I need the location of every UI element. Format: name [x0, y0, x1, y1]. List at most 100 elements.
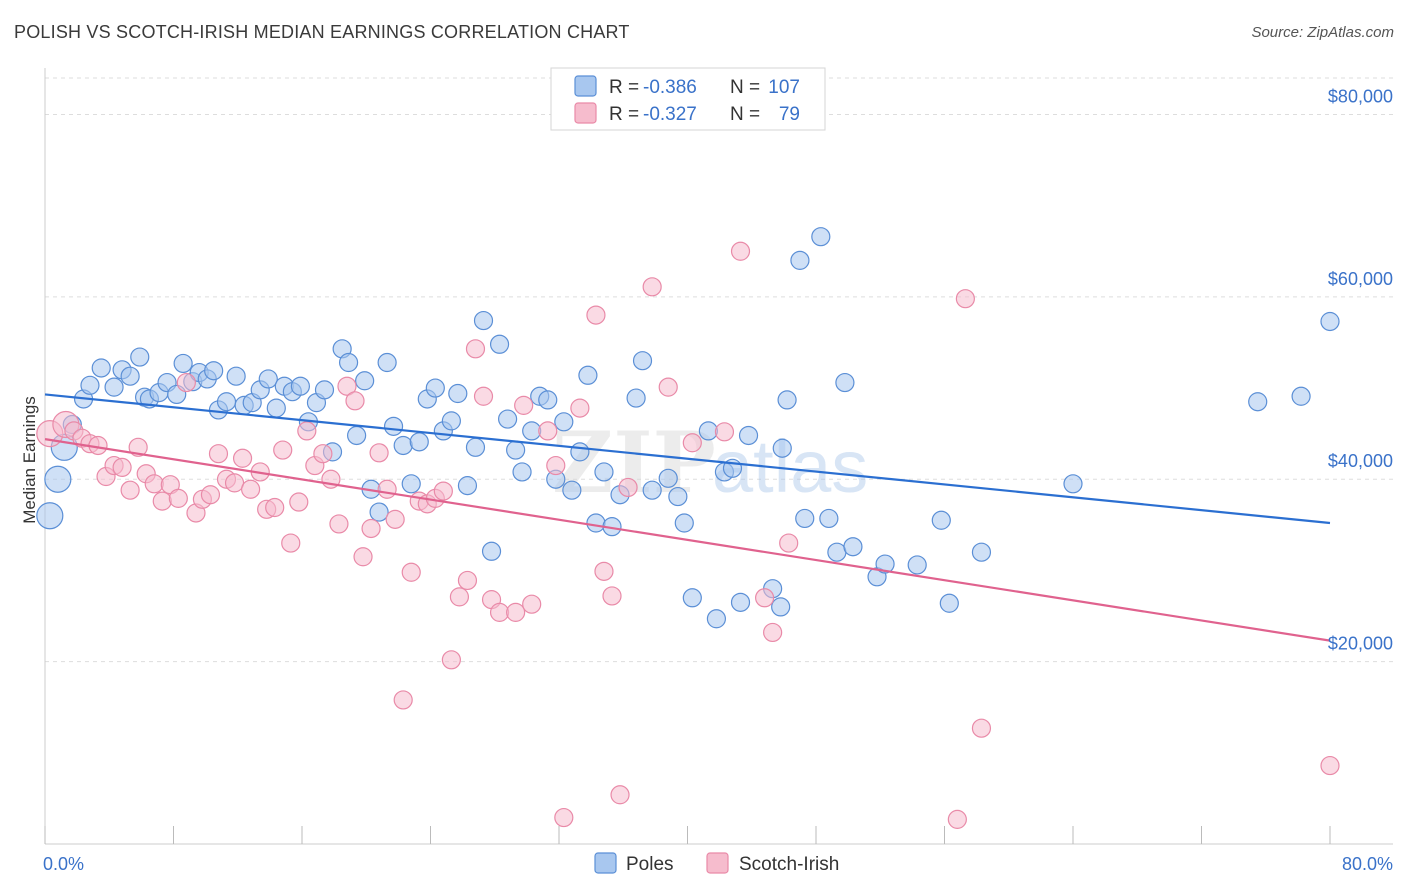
scotch-irish-point-57 [514, 395, 534, 415]
poles-point-91 [811, 227, 831, 247]
scotch-irish-point-59 [538, 421, 558, 441]
poles-point-94 [835, 372, 855, 393]
poles-point-37 [338, 352, 359, 373]
poles-point-42 [377, 352, 397, 373]
poles-point-77 [674, 513, 694, 533]
stats-legend: R = -0.386 N = 107 R = -0.327 N = 79 [550, 67, 826, 131]
chart-title: POLISH VS SCOTCH-IRISH MEDIAN EARNINGS C… [14, 22, 630, 42]
y-tick-label-0: $20,000 [1328, 634, 1393, 654]
poles-point-86 [771, 597, 791, 617]
scotch-irish-point-40 [369, 443, 389, 463]
poles-point-39 [355, 371, 375, 391]
scotch-irish-point-8 [112, 457, 132, 477]
legend-swatch-poles [574, 75, 597, 97]
scotch-irish-point-36 [337, 376, 357, 396]
poles-point-5 [80, 375, 100, 395]
scotch-irish-point-27 [265, 497, 285, 518]
poles-point-98 [907, 555, 927, 575]
legend-poles-n-value: 107 [768, 77, 800, 98]
poles-point-60 [522, 421, 542, 441]
y-axis-label: Median Earnings [20, 396, 39, 524]
scotch-irish-point-30 [289, 492, 309, 512]
series-scotch-irish-points [36, 241, 1340, 829]
poles-point-20 [204, 361, 224, 381]
poles-point-45 [401, 474, 421, 494]
poles-point-28 [266, 398, 286, 418]
poles-point-38 [347, 425, 367, 446]
scotch-irish-point-79 [1320, 755, 1340, 776]
poles-point-105 [1320, 311, 1340, 332]
poles-point-87 [772, 438, 792, 458]
scotch-irish-point-16 [176, 372, 196, 393]
poles-point-44 [393, 435, 413, 456]
scotch-irish-point-70 [682, 433, 702, 453]
scotch-irish-point-67 [618, 477, 638, 498]
scotch-irish-trend-line [44, 438, 1331, 642]
scotch-irish-point-29 [281, 533, 301, 553]
poles-point-65 [562, 480, 582, 500]
bottom-legend-poles: Poles [626, 854, 674, 875]
poles-point-100 [939, 593, 959, 613]
scotch-irish-point-10 [128, 437, 148, 457]
scotch-irish-point-55 [489, 602, 510, 622]
poles-point-1 [44, 465, 72, 493]
poles-point-75 [658, 468, 678, 488]
scotch-irish-point-68 [642, 277, 662, 297]
watermark: ZIP atlas [552, 413, 868, 512]
scotch-irish-point-75 [779, 533, 799, 553]
series-poles-points [36, 227, 1340, 629]
poles-point-41 [369, 502, 389, 522]
poles-point-57 [498, 409, 518, 429]
poles-point-79 [698, 421, 718, 441]
poles-point-0 [36, 502, 64, 530]
grid-lines [45, 77, 1393, 663]
poles-point-103 [1248, 392, 1268, 412]
poles-point-89 [790, 250, 810, 270]
scotch-irish-point-66 [610, 785, 630, 805]
scotch-irish-point-56 [506, 602, 526, 622]
scotch-irish-point-51 [457, 570, 478, 591]
scotch-irish-point-49 [441, 650, 461, 670]
bottom-legend-swatch-poles [594, 852, 617, 874]
scotch-irish-point-9 [120, 480, 140, 500]
poles-point-16 [173, 353, 193, 374]
scotch-irish-point-15 [168, 488, 188, 508]
scotch-irish-point-13 [152, 491, 172, 511]
poles-point-9 [120, 366, 140, 386]
poles-point-83 [730, 592, 751, 612]
series-legend: Poles Scotch-Irish [594, 852, 839, 875]
scotch-irish-point-44 [401, 562, 421, 582]
scotch-irish-point-61 [554, 807, 574, 828]
scotch-irish-point-52 [465, 339, 486, 359]
legend-swatch-scotch-irish [574, 102, 597, 124]
poles-point-74 [642, 480, 662, 500]
scotch-irish-point-38 [353, 547, 373, 567]
poles-trend-line [44, 393, 1331, 525]
poles-point-92 [819, 508, 839, 529]
bottom-legend-scotch-irish: Scotch-Irish [739, 854, 839, 875]
y-tick-labels: $20,000 $40,000 $60,000 $80,000 [1328, 86, 1393, 653]
scotch-irish-point-43 [393, 690, 413, 710]
poles-point-31 [290, 376, 310, 396]
stats-legend-box [550, 67, 826, 131]
poles-point-66 [570, 442, 590, 462]
scotch-irish-point-60 [546, 455, 566, 476]
poles-point-76 [668, 486, 688, 507]
poles-point-102 [1063, 474, 1083, 494]
poles-point-62 [538, 390, 558, 410]
poles-point-90 [795, 508, 815, 529]
legend-poles-r-label: R = [609, 77, 639, 98]
poles-point-34 [314, 380, 335, 400]
scotch-irish-point-41 [377, 479, 397, 499]
scotch-irish-point-20 [208, 444, 229, 464]
legend-poles-n-label: N = [730, 77, 760, 98]
poles-point-22 [216, 392, 237, 412]
poles-point-99 [931, 510, 951, 530]
poles-point-88 [777, 390, 797, 410]
scotch-irish-point-22 [224, 473, 245, 493]
y-tick-label-1: $40,000 [1328, 451, 1393, 471]
poles-point-101 [971, 542, 992, 562]
scotch-irish-point-58 [522, 594, 542, 614]
poles-point-51 [448, 383, 468, 404]
